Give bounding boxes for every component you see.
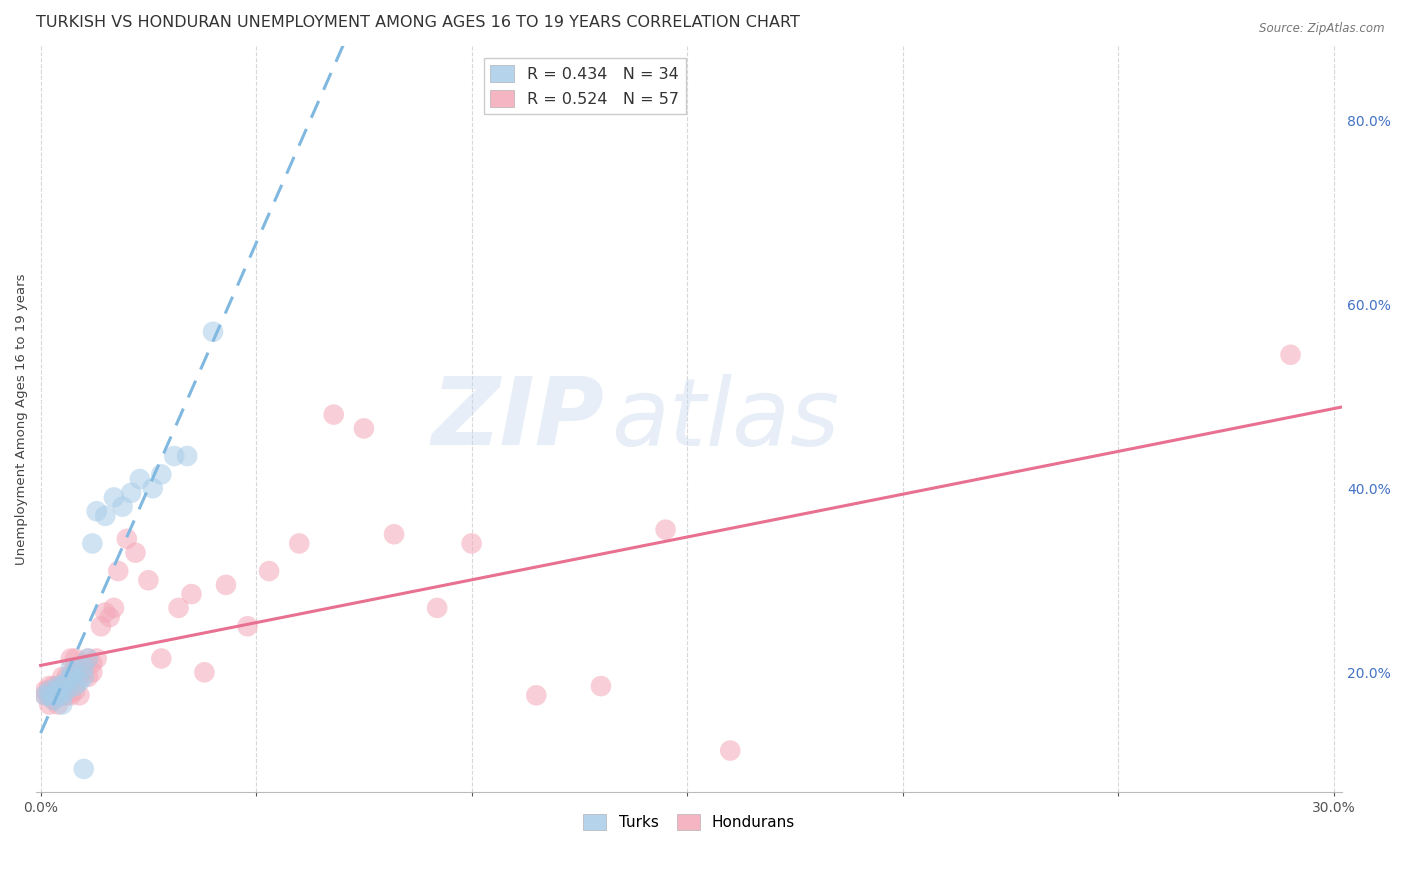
Point <box>63 679 86 693</box>
Point <box>34 689 56 703</box>
Point <box>167 600 190 615</box>
Point <box>1279 348 1302 362</box>
Point <box>38 698 60 712</box>
Point <box>128 472 150 486</box>
Point <box>42 689 65 703</box>
Point <box>38 689 60 703</box>
Point <box>77 670 100 684</box>
Point <box>150 467 173 482</box>
Point <box>322 408 344 422</box>
Point <box>67 670 90 684</box>
Point <box>73 665 96 680</box>
Point <box>115 532 138 546</box>
Point <box>524 689 547 703</box>
Point <box>46 689 69 703</box>
Point <box>42 693 65 707</box>
Point <box>73 762 96 776</box>
Point <box>382 527 405 541</box>
Point <box>718 743 741 757</box>
Point <box>654 523 676 537</box>
Point <box>51 689 73 703</box>
Point <box>82 656 104 670</box>
Point <box>90 619 112 633</box>
Point <box>59 670 82 684</box>
Point <box>55 670 77 684</box>
Point <box>120 486 142 500</box>
Point <box>460 536 482 550</box>
Point <box>63 665 86 680</box>
Point <box>38 689 60 703</box>
Point <box>180 587 202 601</box>
Point <box>46 698 69 712</box>
Point <box>51 683 73 698</box>
Point <box>193 665 215 680</box>
Point <box>86 504 108 518</box>
Point <box>107 564 129 578</box>
Point <box>73 656 96 670</box>
Point <box>38 679 60 693</box>
Point <box>42 693 65 707</box>
Point <box>142 481 165 495</box>
Point <box>51 670 73 684</box>
Point <box>426 600 449 615</box>
Point <box>67 674 90 689</box>
Point <box>82 536 104 550</box>
Point <box>59 670 82 684</box>
Point <box>589 679 612 693</box>
Point <box>46 689 69 703</box>
Point <box>111 500 134 514</box>
Point <box>163 449 186 463</box>
Y-axis label: Unemployment Among Ages 16 to 19 years: Unemployment Among Ages 16 to 19 years <box>15 274 28 565</box>
Point <box>63 661 86 675</box>
Point <box>51 698 73 712</box>
Point <box>34 689 56 703</box>
Point <box>59 689 82 703</box>
Point <box>59 661 82 675</box>
Point <box>46 679 69 693</box>
Point <box>353 421 375 435</box>
Point <box>34 683 56 698</box>
Point <box>176 449 198 463</box>
Point <box>202 325 225 339</box>
Point <box>55 683 77 698</box>
Point <box>55 689 77 703</box>
Text: TURKISH VS HONDURAN UNEMPLOYMENT AMONG AGES 16 TO 19 YEARS CORRELATION CHART: TURKISH VS HONDURAN UNEMPLOYMENT AMONG A… <box>37 15 800 30</box>
Point <box>103 491 125 505</box>
Point <box>215 578 238 592</box>
Point <box>59 651 82 665</box>
Point <box>138 574 160 588</box>
Point <box>236 619 259 633</box>
Point <box>257 564 280 578</box>
Point <box>51 679 73 693</box>
Point <box>124 546 146 560</box>
Point <box>150 651 173 665</box>
Point <box>55 674 77 689</box>
Point <box>94 606 117 620</box>
Point <box>46 683 69 698</box>
Point <box>94 508 117 523</box>
Point <box>42 679 65 693</box>
Point <box>288 536 311 550</box>
Text: ZIP: ZIP <box>432 373 605 466</box>
Point <box>77 651 100 665</box>
Point <box>73 661 96 675</box>
Point <box>98 610 121 624</box>
Point <box>46 679 69 693</box>
Point <box>103 600 125 615</box>
Point <box>86 651 108 665</box>
Point <box>63 651 86 665</box>
Legend: Turks, Hondurans: Turks, Hondurans <box>578 807 801 837</box>
Point <box>77 651 100 665</box>
Point <box>82 665 104 680</box>
Point <box>38 683 60 698</box>
Point <box>73 670 96 684</box>
Point <box>51 689 73 703</box>
Point <box>42 689 65 703</box>
Text: atlas: atlas <box>612 374 839 465</box>
Point <box>67 689 90 703</box>
Text: Source: ZipAtlas.com: Source: ZipAtlas.com <box>1260 22 1385 36</box>
Point <box>63 683 86 698</box>
